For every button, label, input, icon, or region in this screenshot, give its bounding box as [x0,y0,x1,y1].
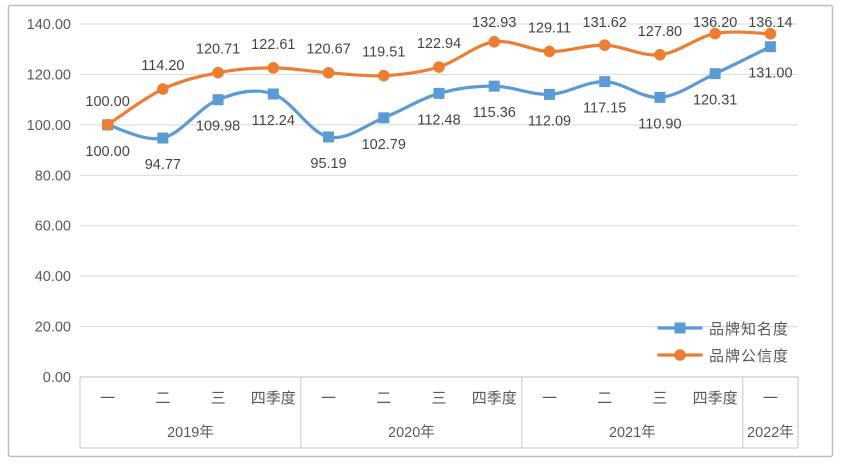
data-label: 131.00 [748,66,792,82]
chart-frame-border [7,4,834,458]
data-label: 115.36 [473,105,516,121]
data-label: 122.94 [417,36,461,52]
legend-item-brand-awareness: 品牌知名度 [656,317,789,339]
year-label: 2022年 [747,424,794,441]
data-label: 122.61 [251,37,295,53]
data-point-marker-circle [212,66,224,79]
data-label: 127.80 [638,24,682,40]
quarter-tick-label: 一 [321,390,336,407]
chart-legend: 品牌知名度 品牌公信度 [656,317,789,366]
quarter-tick-label: 二 [155,390,170,407]
data-label: 120.31 [693,93,737,109]
data-label: 112.24 [252,113,295,129]
y-tick-label: 20.00 [35,320,71,336]
data-label: 112.09 [528,113,571,129]
year-label: 2020年 [388,424,435,441]
data-point-marker-circle [322,66,335,79]
data-point-marker-square [709,68,721,80]
quarter-tick-label: 一 [763,390,778,407]
data-point-marker-square [212,94,224,106]
data-point-marker-circle [598,39,611,51]
data-point-marker-square [543,88,555,100]
y-tick-label: 40.00 [35,269,71,285]
data-label: 102.79 [362,137,406,153]
data-label: 109.98 [196,119,240,135]
y-tick-label: 0.00 [43,370,71,386]
y-tick-label: 60.00 [35,219,71,235]
y-tick-label: 120.00 [27,67,71,83]
data-label: 120.67 [306,42,350,58]
data-label: 95.19 [310,156,346,172]
data-label: 112.48 [417,112,460,128]
data-label: 120.71 [196,42,240,58]
data-point-marker-circle [764,27,777,40]
data-point-marker-square [433,87,445,99]
data-point-marker-square [378,112,390,124]
data-point-marker-square [488,80,500,92]
data-point-marker-square [654,91,666,103]
data-point-marker-circle [157,83,169,95]
data-point-marker-square [267,88,279,100]
legend-label-brand-credibility: 品牌公信度 [709,347,790,365]
data-point-marker-circle [433,61,445,73]
data-point-marker-square [764,41,776,53]
data-point-marker-circle [709,27,721,40]
data-point-marker-circle [377,69,390,82]
data-label: 131.62 [583,15,627,31]
data-point-marker-circle [101,119,114,131]
data-point-marker-square [599,76,611,88]
y-tick-label: 80.00 [35,168,71,184]
quarter-tick-label: 四季度 [251,390,296,407]
quarter-tick-label: 二 [376,390,391,407]
data-label: 100.00 [85,94,129,110]
data-label: 114.20 [141,58,184,74]
data-point-marker-circle [654,48,666,61]
data-point-marker-circle [543,45,556,58]
quarter-tick-label: 三 [211,390,226,407]
data-point-marker-circle [267,62,280,74]
legend-line-square-icon [656,321,704,335]
quarter-tick-label: 三 [652,390,667,407]
data-point-marker-square [157,132,169,144]
quarter-tick-label: 四季度 [472,390,517,407]
legend-label-brand-awareness: 品牌知名度 [709,320,790,338]
data-label: 119.51 [362,45,405,61]
data-label: 110.90 [638,116,681,132]
quarter-tick-label: 一 [100,390,115,407]
data-point-marker-square [323,131,335,143]
quarter-tick-label: 二 [597,390,612,407]
legend-item-brand-credibility: 品牌公信度 [656,344,789,366]
data-label: 94.77 [145,157,181,173]
quarter-tick-label: 一 [542,390,557,407]
quarter-tick-label: 四季度 [693,390,738,407]
data-label: 100.00 [85,144,129,160]
data-label: 136.20 [693,15,737,31]
y-tick-label: 140.00 [27,17,71,33]
data-label: 136.14 [748,15,792,31]
year-label: 2021年 [609,424,656,441]
year-label: 2019年 [167,424,214,441]
data-label: 132.93 [472,15,516,31]
y-tick-label: 100.00 [27,118,71,134]
quarter-tick-label: 三 [431,390,446,407]
data-label: 117.15 [583,101,626,117]
legend-line-circle-icon [656,348,704,362]
data-label: 129.11 [528,20,571,36]
data-point-marker-circle [488,36,501,48]
